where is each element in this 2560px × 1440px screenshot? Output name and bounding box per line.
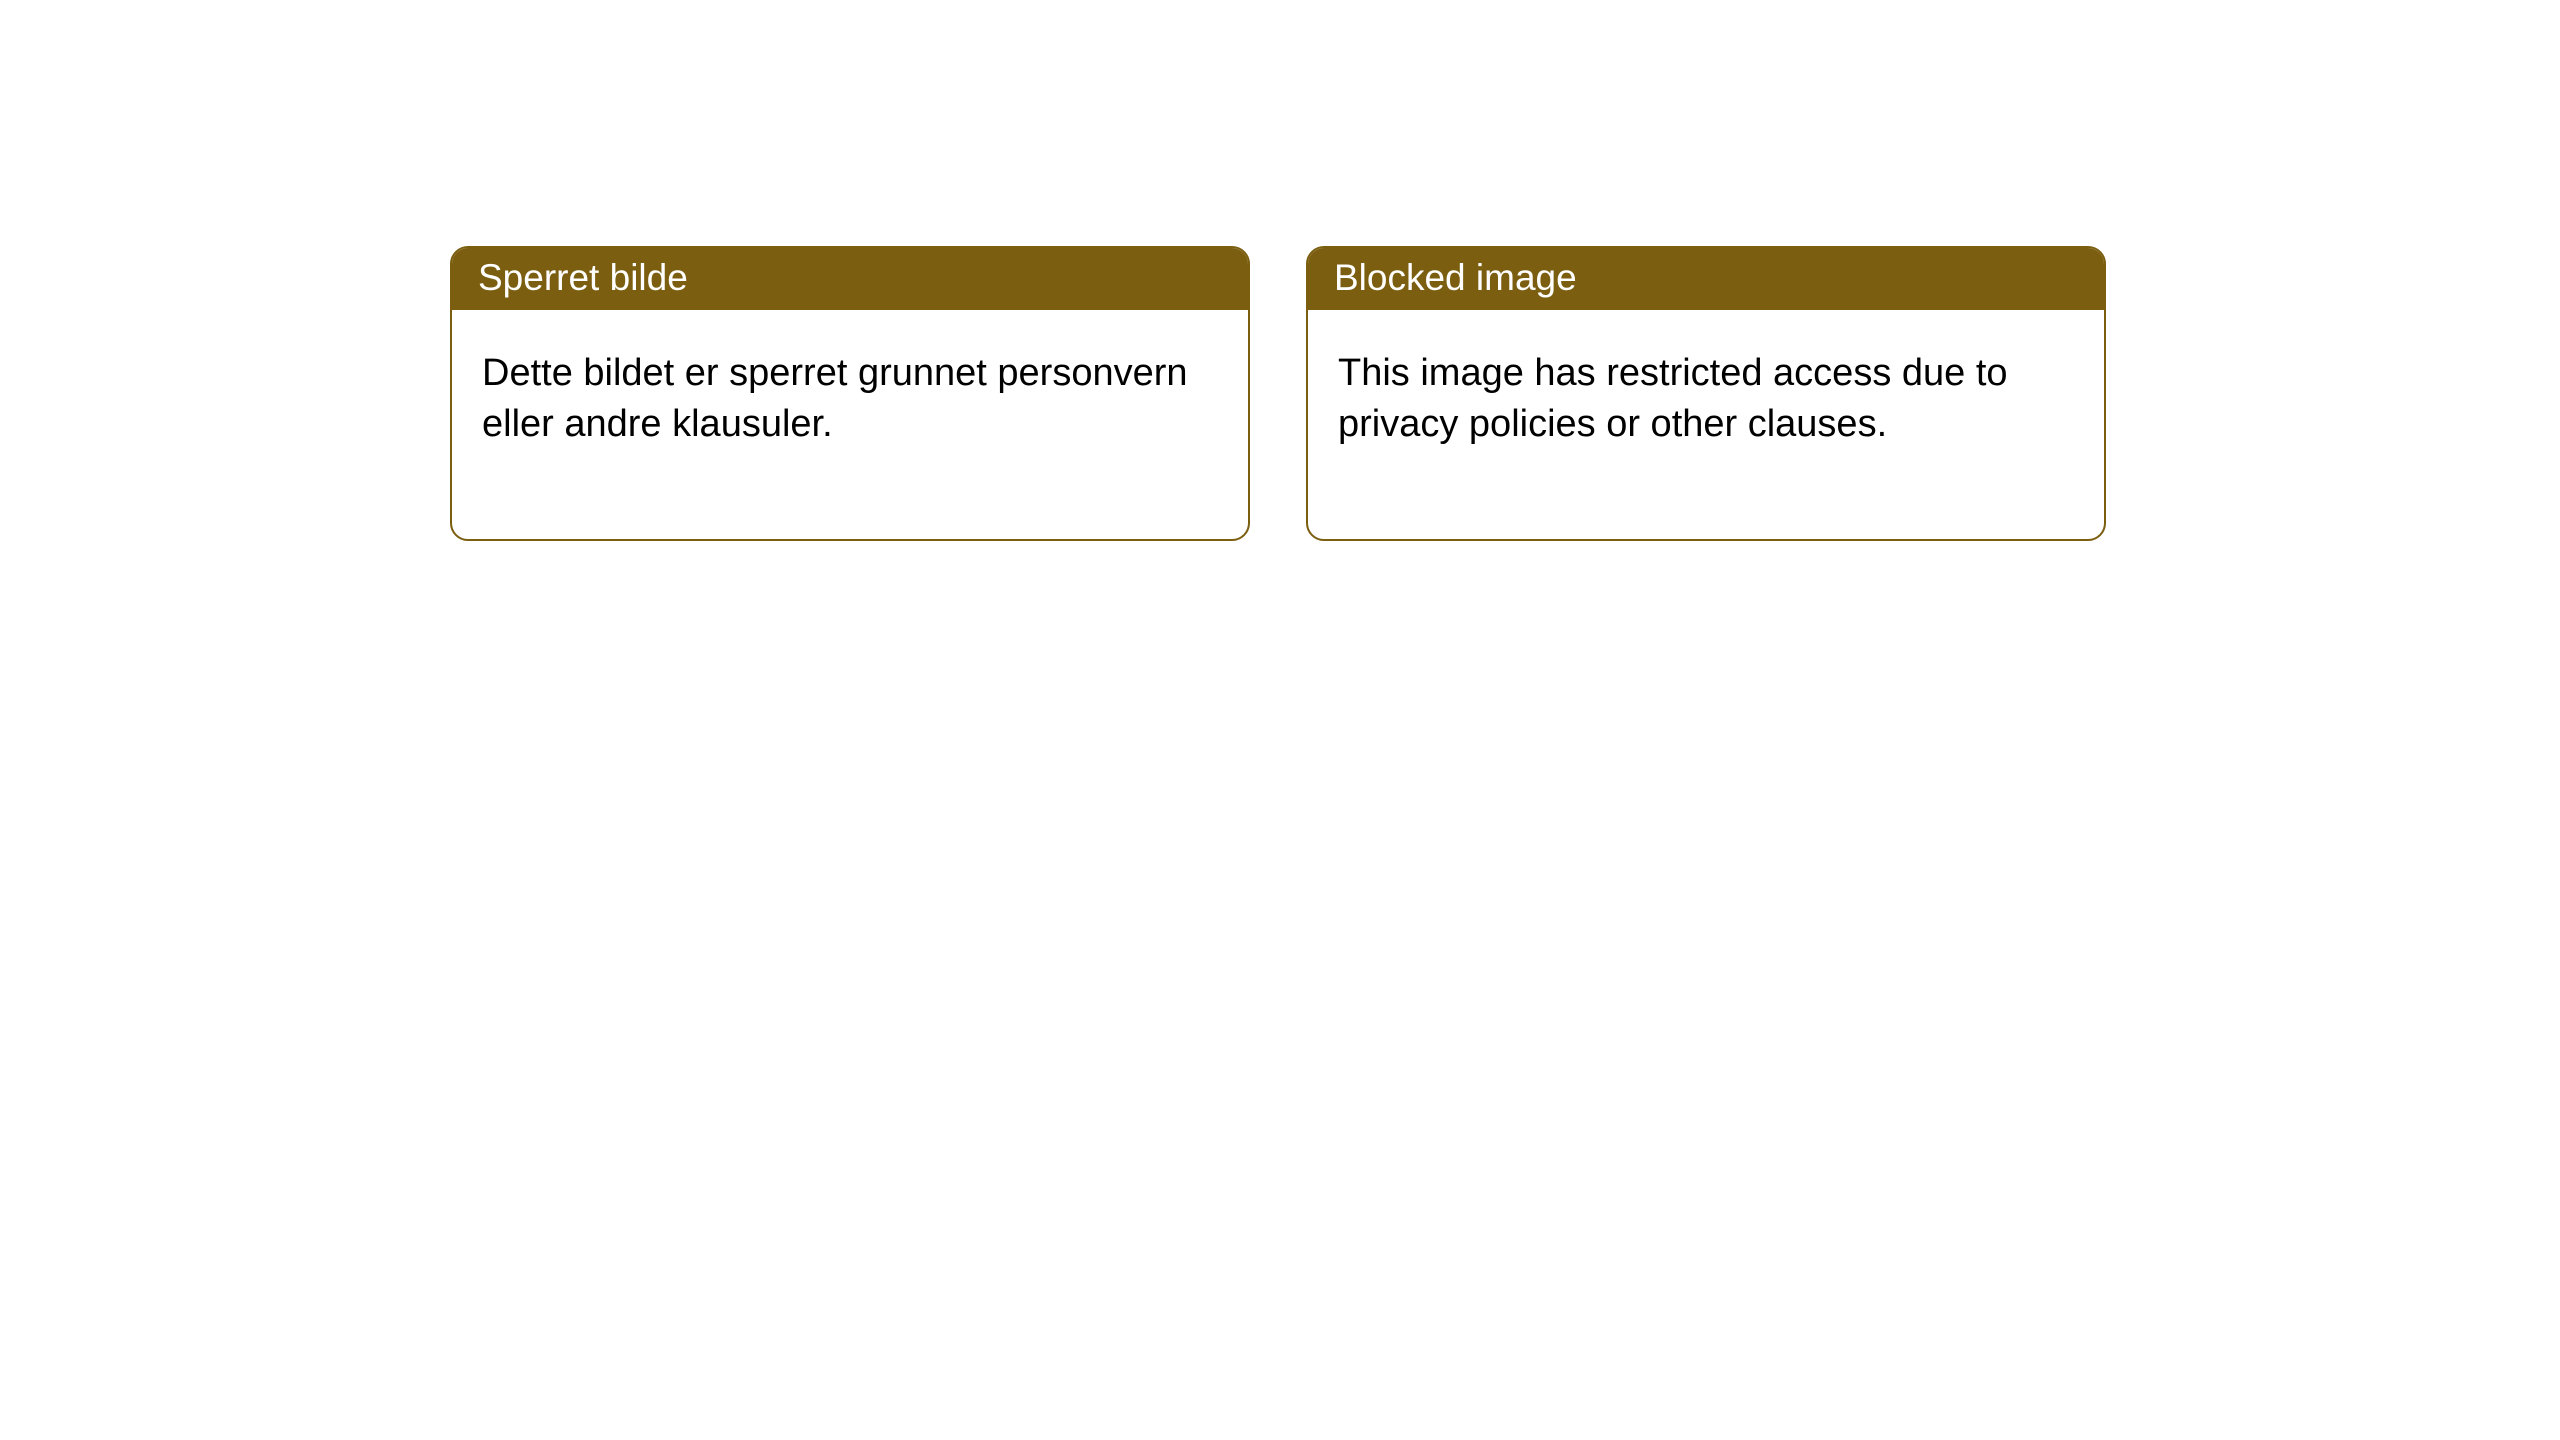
notice-header: Blocked image <box>1308 248 2104 310</box>
notice-header: Sperret bilde <box>452 248 1248 310</box>
notice-container: Sperret bilde Dette bildet er sperret gr… <box>0 0 2560 541</box>
notice-card-english: Blocked image This image has restricted … <box>1306 246 2106 541</box>
notice-body: Dette bildet er sperret grunnet personve… <box>452 310 1248 538</box>
notice-card-norwegian: Sperret bilde Dette bildet er sperret gr… <box>450 246 1250 541</box>
notice-body: This image has restricted access due to … <box>1308 310 2104 538</box>
